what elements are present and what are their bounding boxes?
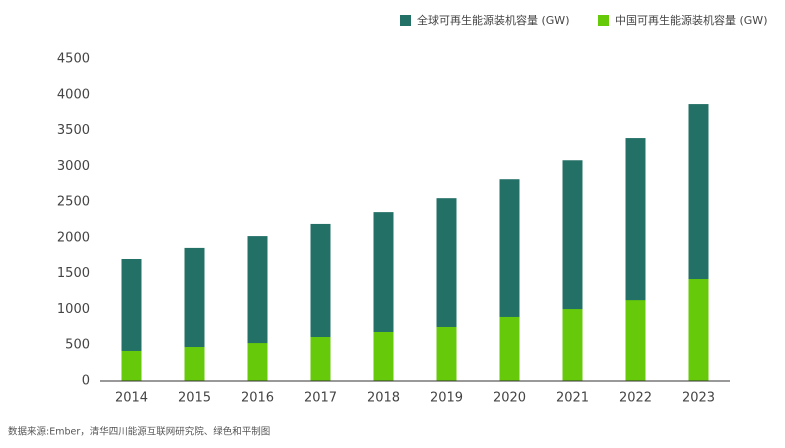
x-tick-label: 2021 <box>556 391 589 406</box>
x-tick-label: 2023 <box>682 391 715 406</box>
y-tick-label: 0 <box>82 374 90 389</box>
legend-label: 全球可再生能源装机容量 (GW) <box>417 13 569 27</box>
bar <box>436 326 457 381</box>
x-tick-label: 2020 <box>493 391 526 406</box>
y-tick-label: 1000 <box>57 302 90 317</box>
x-tick-label: 2017 <box>304 391 337 406</box>
legend-label: 中国可再生能源装机容量 (GW) <box>615 13 767 27</box>
source-note: 数据来源:Ember，清华四川能源互联网研究院、绿色和平制图 <box>8 426 270 438</box>
x-tick-label: 2019 <box>430 391 463 406</box>
bar <box>121 350 142 381</box>
y-tick-label: 2500 <box>57 195 90 210</box>
bar <box>625 300 646 381</box>
y-tick-label: 1500 <box>57 266 90 281</box>
y-tick-label: 2000 <box>57 230 90 245</box>
x-tick-label: 2018 <box>367 391 400 406</box>
bar <box>121 258 142 381</box>
legend-swatch <box>400 15 411 26</box>
y-tick-label: 3000 <box>57 159 90 174</box>
bar <box>562 309 583 381</box>
y-tick-label: 4500 <box>57 52 90 67</box>
y-tick-label: 4000 <box>57 87 90 102</box>
x-tick-label: 2022 <box>619 391 652 406</box>
bar <box>373 331 394 381</box>
bar <box>310 336 331 381</box>
bar <box>184 347 205 381</box>
bar <box>499 316 520 381</box>
legend-swatch <box>598 15 609 26</box>
x-tick-label: 2015 <box>178 391 211 406</box>
x-tick-label: 2016 <box>241 391 274 406</box>
bar <box>247 343 268 381</box>
y-tick-label: 3500 <box>57 123 90 138</box>
bar <box>688 279 709 381</box>
y-tick-label: 500 <box>65 338 90 353</box>
x-tick-label: 2014 <box>115 391 148 406</box>
